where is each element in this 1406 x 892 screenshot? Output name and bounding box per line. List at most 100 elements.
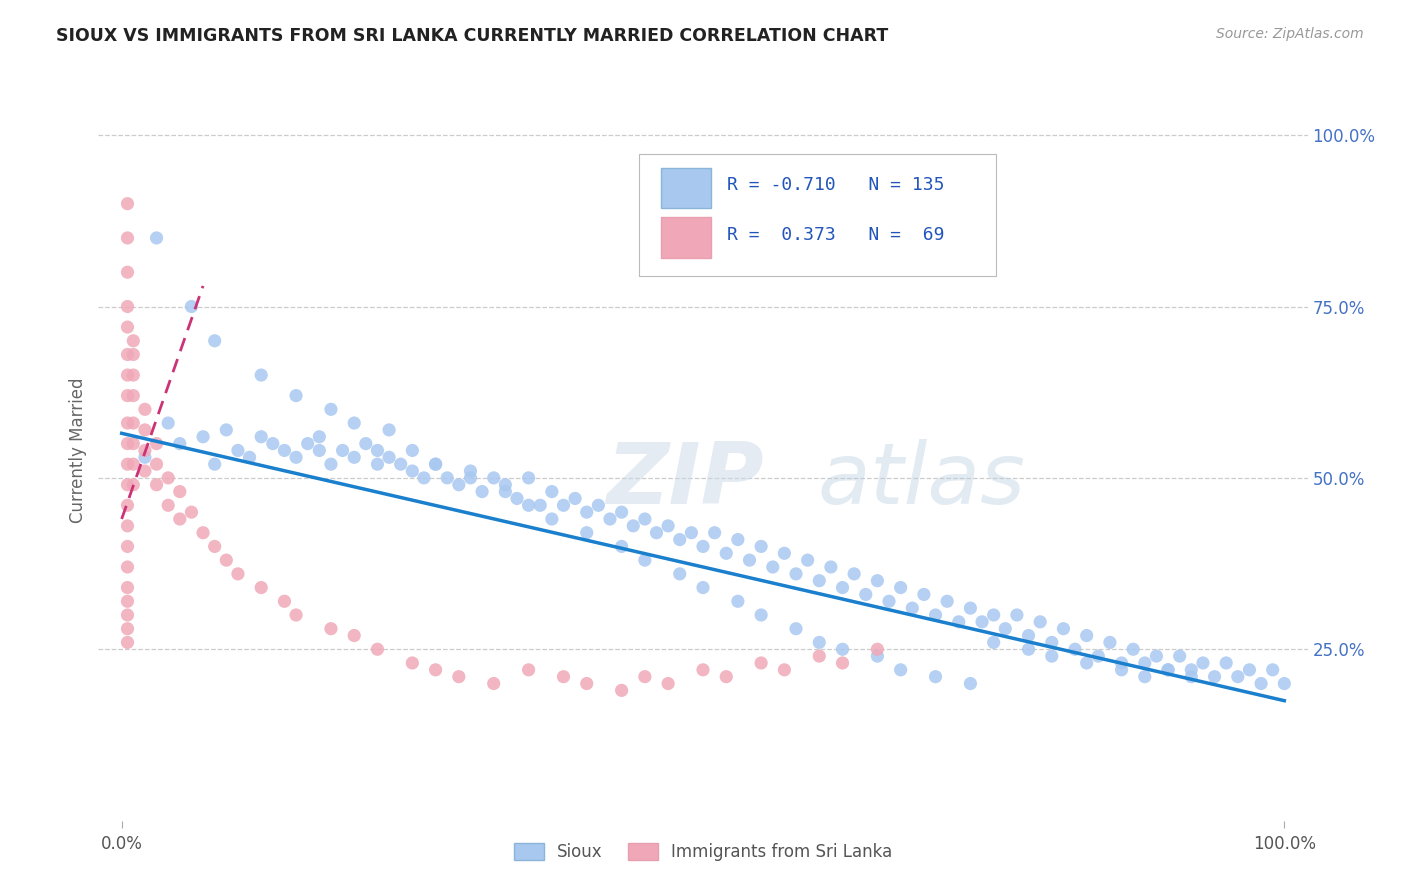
Point [575, 525, 598, 540]
Point [877, 594, 900, 608]
Point [366, 457, 388, 471]
Legend: Sioux, Immigrants from Sri Lanka: Sioux, Immigrants from Sri Lanka [508, 837, 898, 868]
Point [1192, 656, 1215, 670]
Point [553, 498, 575, 512]
FancyBboxPatch shape [661, 168, 711, 209]
Point [343, 416, 366, 430]
Point [343, 450, 366, 465]
Point [1272, 676, 1295, 690]
Point [169, 484, 191, 499]
Point [319, 622, 342, 636]
Point [401, 464, 423, 478]
Point [117, 594, 139, 608]
Point [634, 670, 657, 684]
Point [1076, 656, 1098, 670]
Point [936, 594, 959, 608]
Point [1040, 635, 1063, 649]
Point [727, 594, 749, 608]
Point [285, 389, 308, 403]
Point [1087, 649, 1109, 664]
Point [145, 436, 167, 450]
Point [1215, 656, 1237, 670]
Point [180, 505, 202, 519]
Point [1005, 607, 1028, 622]
Point [1180, 670, 1202, 684]
Point [866, 642, 889, 657]
Point [831, 581, 853, 595]
Point [773, 546, 796, 560]
Point [117, 265, 139, 279]
Text: atlas: atlas [818, 439, 1026, 522]
Point [285, 450, 308, 465]
Point [1144, 649, 1167, 664]
Point [668, 533, 690, 547]
Text: R = -0.710   N = 135: R = -0.710 N = 135 [727, 177, 945, 194]
Point [117, 436, 139, 450]
Point [134, 450, 156, 465]
Point [540, 484, 562, 499]
Point [762, 560, 785, 574]
Point [506, 491, 529, 506]
Point [215, 423, 238, 437]
Point [250, 430, 273, 444]
Point [901, 601, 924, 615]
Point [970, 615, 993, 629]
Point [983, 607, 1005, 622]
Point [610, 540, 633, 554]
Point [273, 443, 295, 458]
Point [401, 443, 423, 458]
Point [994, 622, 1017, 636]
Point [517, 663, 540, 677]
Point [250, 368, 273, 382]
Point [716, 670, 738, 684]
Point [1133, 656, 1156, 670]
Point [366, 443, 388, 458]
Point [1018, 628, 1040, 642]
Point [425, 457, 447, 471]
Point [494, 484, 516, 499]
Point [122, 347, 145, 361]
Point [117, 477, 139, 491]
Point [308, 443, 330, 458]
Point [553, 670, 575, 684]
Point [354, 436, 377, 450]
Point [250, 581, 273, 595]
Point [634, 553, 657, 567]
Point [529, 498, 551, 512]
Point [122, 334, 145, 348]
Point [117, 389, 139, 403]
Point [924, 607, 946, 622]
Point [134, 423, 156, 437]
Point [890, 581, 912, 595]
Point [117, 635, 139, 649]
Point [749, 540, 772, 554]
Point [1040, 649, 1063, 664]
Point [134, 464, 156, 478]
Point [366, 642, 388, 657]
Point [1157, 663, 1180, 677]
Point [319, 402, 342, 417]
FancyBboxPatch shape [638, 154, 995, 277]
Point [157, 471, 180, 485]
Point [1052, 622, 1074, 636]
Point [145, 457, 167, 471]
Point [332, 443, 354, 458]
Point [681, 525, 703, 540]
Point [657, 519, 679, 533]
Point [575, 676, 598, 690]
Point [117, 540, 139, 554]
Point [1133, 670, 1156, 684]
Point [122, 368, 145, 382]
Point [122, 436, 145, 450]
Point [517, 471, 540, 485]
Point [319, 457, 342, 471]
Point [890, 663, 912, 677]
Point [1018, 642, 1040, 657]
Point [117, 498, 139, 512]
Point [749, 656, 772, 670]
Point [180, 300, 202, 314]
Point [517, 498, 540, 512]
Point [169, 436, 191, 450]
Point [145, 231, 167, 245]
Point [820, 560, 842, 574]
